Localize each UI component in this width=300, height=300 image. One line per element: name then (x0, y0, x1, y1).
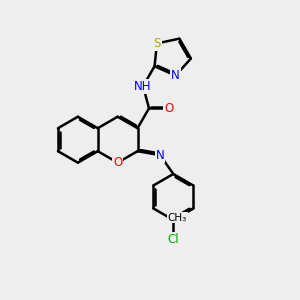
Text: NH: NH (134, 80, 152, 93)
Text: N: N (171, 69, 180, 82)
Text: O: O (113, 156, 122, 169)
Text: CH₃: CH₃ (168, 213, 187, 223)
Text: N: N (156, 149, 164, 162)
Text: O: O (164, 102, 173, 115)
Text: Cl: Cl (167, 233, 179, 246)
Text: S: S (153, 37, 161, 50)
